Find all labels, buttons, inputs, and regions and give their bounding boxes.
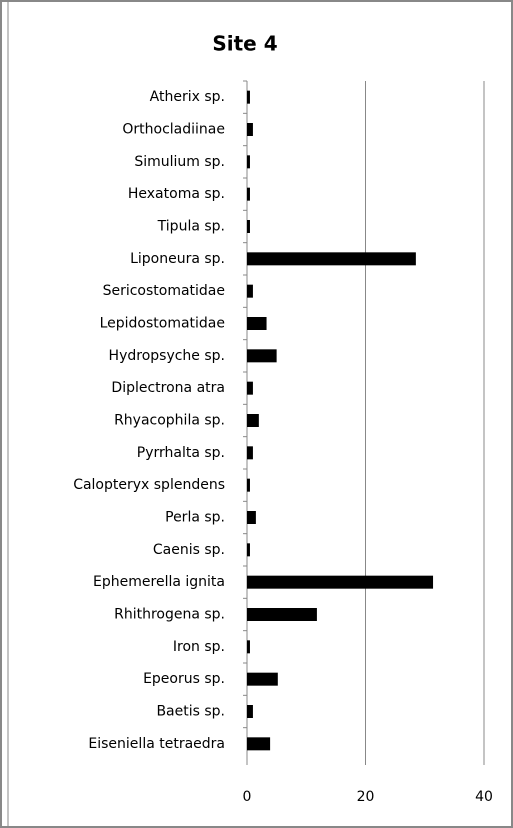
y-tick-label: Pyrrhalta sp. [137, 445, 225, 461]
bar [247, 672, 278, 686]
chart-title: Site 4 [212, 32, 277, 56]
bar [247, 446, 253, 460]
y-tick-label: Orthocladiinae [122, 122, 225, 138]
y-tick-label: Baetis sp. [156, 704, 225, 720]
y-tick-label: Sericostomatidae [103, 283, 225, 299]
bar [247, 90, 250, 104]
bar [247, 543, 250, 557]
bar [247, 608, 317, 621]
bar [247, 575, 434, 589]
bar [247, 414, 259, 427]
bar [247, 511, 256, 524]
y-tick-label: Tipula sp. [157, 219, 225, 235]
y-tick-label: Calopteryx splendens [73, 477, 225, 493]
bar [247, 478, 250, 492]
y-tick-label: Rhyacophila sp. [114, 413, 225, 429]
bar [247, 349, 277, 363]
y-tick-label: Simulium sp. [134, 154, 225, 170]
y-tick-label: Eiseniella tetraedra [88, 736, 225, 752]
bar [247, 284, 253, 298]
x-tick-label: 40 [475, 789, 493, 805]
y-tick-label: Atherix sp. [150, 89, 225, 105]
y-tick-label: Hydropsyche sp. [109, 348, 225, 364]
y-tick-label: Liponeura sp. [130, 251, 225, 267]
x-tick-label: 20 [357, 789, 375, 805]
bar [247, 381, 253, 395]
y-tick-label: Iron sp. [173, 639, 225, 655]
y-tick-label: Rhithrogena sp. [114, 607, 225, 623]
bar [247, 187, 250, 201]
y-tick-label: Perla sp. [165, 510, 225, 526]
y-tick-label: Diplectrona atra [111, 380, 225, 396]
y-tick-label: Caenis sp. [153, 542, 225, 558]
bar [247, 737, 271, 751]
y-tick-label: Epeorus sp. [143, 671, 225, 687]
bar [247, 123, 253, 136]
bar [247, 252, 416, 266]
bar [247, 155, 250, 169]
x-tick-label: 0 [243, 789, 252, 805]
bar [247, 640, 250, 654]
y-tick-label: Hexatoma sp. [128, 186, 225, 202]
bar [247, 220, 250, 233]
bar [247, 317, 267, 330]
y-tick-label: Ephemerella ignita [93, 574, 225, 590]
bar [247, 705, 253, 718]
y-tick-label: Lepidostomatidae [100, 316, 225, 332]
